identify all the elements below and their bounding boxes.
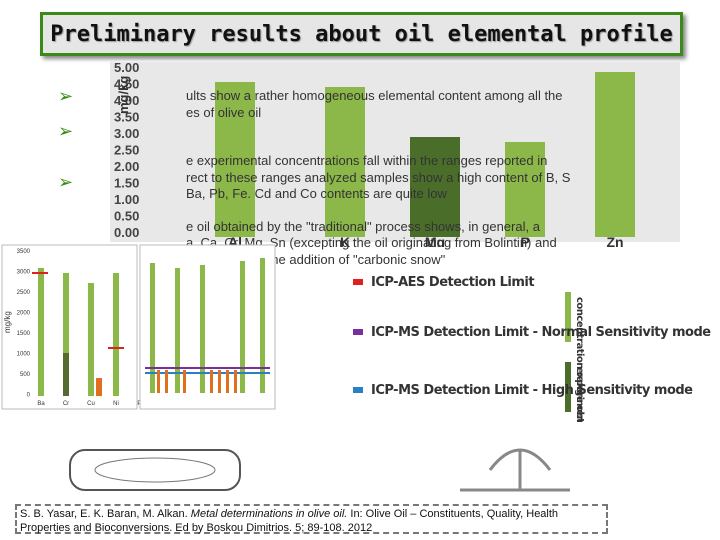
- y-tick-label: 2000: [17, 311, 31, 317]
- x-tick-label: Zn: [606, 234, 623, 247]
- legend-text: ICP-MS Detection Limit - Normal Sensitiv…: [371, 325, 711, 340]
- y-tick-label: 3000: [17, 270, 31, 276]
- x-tick-label: Ba: [37, 401, 45, 407]
- slide-title: Preliminary results about oil elemental …: [50, 22, 673, 47]
- text-line: es of olive oil: [186, 104, 262, 120]
- bar: [96, 378, 102, 396]
- x-tick-label: Cu: [87, 401, 95, 407]
- legend-swatch: [353, 387, 363, 393]
- x-tick-label: Mg: [425, 234, 445, 247]
- left-charts: 3500 3000 2500 2000 1500 1000 500 0 mg/kg Ba Cr C…: [1, 244, 276, 410]
- text-line: a, Ca, Cr, Mg, Sn (excepting the oil ori…: [186, 235, 557, 250]
- bar-group: [157, 370, 237, 393]
- bar: [240, 261, 245, 393]
- citation-source: In: Olive Oil – Constituents, Quality, H…: [20, 508, 559, 534]
- legend-swatch: [353, 279, 363, 285]
- y-tick-label: 5.00: [114, 62, 139, 75]
- y-tick-label: 0.50: [114, 209, 139, 224]
- x-tick-label: Al: [228, 234, 242, 247]
- bar: [63, 273, 69, 396]
- y-tick-label: 4.50: [114, 77, 139, 92]
- bar: [595, 72, 635, 237]
- title-box: Preliminary results about oil elemental …: [40, 12, 683, 56]
- bar: [175, 268, 180, 393]
- legend-swatch: [353, 329, 363, 335]
- bar: [200, 265, 205, 393]
- legend-text: experimental concentration range: [574, 367, 585, 422]
- y-tick-label: 1.00: [114, 192, 139, 207]
- y-tick-label: 500: [20, 372, 31, 378]
- citation: S. B. Yasar, E. K. Baran, M. Alkan. Meta…: [15, 504, 608, 534]
- bar: [88, 283, 94, 396]
- legend-text: concentration range obtained from litera…: [574, 297, 585, 422]
- citation-authors: S. B. Yasar, E. K. Baran, M. Alkan.: [20, 508, 191, 520]
- y-tick-label: 0: [27, 393, 31, 399]
- top-chart: 5.00 4.504.00 3.503.00 2.502.00 1.501.00 0.50…: [110, 62, 680, 247]
- bullet-paragraph: e experimental concentrations fall withi…: [186, 153, 680, 203]
- bar: [63, 353, 69, 396]
- y-tick-label: 2.00: [114, 159, 139, 174]
- bullet-arrow: ➢: [58, 172, 74, 192]
- x-tick-label: Cr: [63, 401, 69, 407]
- y-axis-label: mg/kg: [116, 76, 131, 114]
- text-line: rect to these ranges analyzed samples sh…: [186, 169, 571, 185]
- bar: [325, 87, 365, 237]
- citation-title: Metal determinations in olive oil.: [190, 508, 348, 520]
- chart-frame: [139, 244, 276, 410]
- y-tick-label: 3500: [17, 249, 31, 255]
- ornament: [69, 449, 241, 491]
- chart-background: [110, 62, 680, 242]
- y-tick-label: 3.00: [114, 126, 139, 141]
- y-tick-label: 3.50: [114, 110, 139, 125]
- y-tick-label: 2500: [17, 290, 31, 296]
- y-axis-label: mg/kg: [3, 311, 12, 333]
- tree-sketch: [460, 448, 570, 492]
- bar: [113, 273, 119, 396]
- bullet-paragraph: ults show a rather homogeneous elemental…: [186, 88, 680, 121]
- bullet-arrow: ➢: [58, 121, 74, 141]
- bar: [505, 142, 545, 237]
- bar: [150, 263, 155, 393]
- text-line: e experimental concentrations fall withi…: [186, 153, 548, 168]
- y-tick-label: 1000: [17, 352, 31, 358]
- legend-text: ICP-MS Detection Limit - High Sensitivit…: [371, 383, 693, 398]
- bar: [260, 258, 265, 393]
- y-tick-label: 1.50: [114, 176, 139, 191]
- y-tick-label: 2.50: [114, 143, 139, 158]
- bar: [38, 268, 44, 396]
- x-tick-label: Ni: [113, 401, 119, 407]
- bullet-arrow: ➢: [58, 86, 74, 106]
- bar: [410, 137, 460, 237]
- y-tick-label: 4.00: [114, 93, 139, 108]
- bullet-text: ults show a rather homogeneous elemental…: [186, 88, 680, 268]
- y-tick-label: 0.00: [114, 225, 139, 240]
- text-line: e oil obtained by the "traditional" proc…: [186, 218, 540, 234]
- y-tick-label: 1500: [17, 331, 31, 337]
- legend: ICP-AES Detection Limit ICP-MS Detection…: [353, 275, 712, 422]
- legend-swatch: [565, 362, 571, 412]
- legend-text: ICP-AES Detection Limit: [371, 275, 534, 290]
- legend-swatch: [565, 292, 571, 342]
- text-line: Ba, Pb, Fe. Cd and Co contents are quite…: [186, 186, 447, 201]
- ornaments: [69, 448, 570, 492]
- ornament: [94, 457, 216, 483]
- x-tick-label: K: [340, 234, 350, 247]
- x-tick-label: P: [520, 234, 529, 247]
- bar: [215, 82, 255, 237]
- text-line: ults show a rather homogeneous elemental…: [186, 88, 563, 103]
